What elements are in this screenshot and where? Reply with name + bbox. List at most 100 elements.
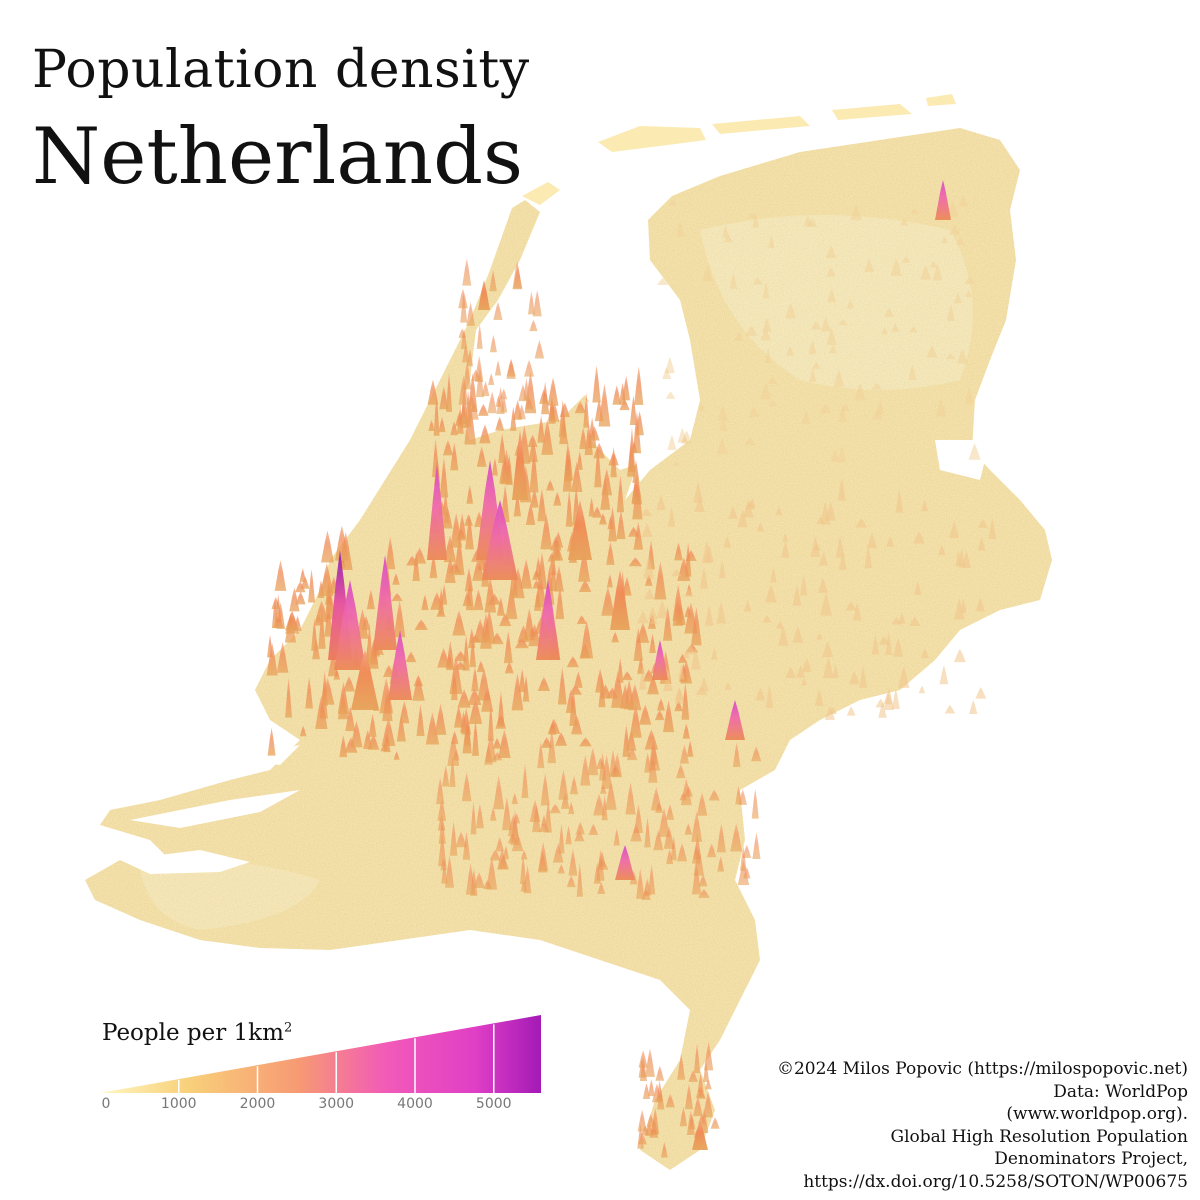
density-spike [824,705,836,720]
density-spike [638,1050,648,1068]
density-spike [642,1082,651,1099]
density-spike [801,410,811,424]
density-spike [770,567,777,583]
density-spike [867,532,878,549]
density-spike [522,674,530,702]
density-spike [762,615,772,623]
density-spike [640,508,653,517]
density-spike [487,391,497,414]
density-spike [667,434,677,450]
density-spike [672,460,680,467]
density-spike [535,574,547,608]
density-spike [529,799,541,822]
density-spike [486,856,498,890]
density-spike [647,1079,655,1097]
density-spike [737,509,748,528]
density-spike [684,823,693,835]
density-spike [605,780,617,810]
density-spike [918,685,926,694]
density-spike [891,688,900,709]
density-spike [818,577,828,593]
density-spike [832,663,839,678]
density-spike [467,688,482,706]
density-spike [544,798,552,833]
density-spike [837,446,846,463]
density-spike [655,1065,665,1081]
density-spike [537,676,551,691]
density-spike [565,825,572,845]
density-spike [639,704,652,725]
density-spike [743,866,751,879]
density-spike [653,829,664,851]
density-spike [295,591,306,605]
density-spike [630,440,638,453]
density-spike [693,1043,701,1074]
density-spike [601,468,613,496]
density-spike [965,386,974,405]
density-spike [663,672,673,691]
wadden-islands [522,94,956,205]
density-spike [491,457,498,476]
density-spike [444,854,455,888]
density-spike [541,736,553,748]
density-spike [704,544,714,563]
density-spike [682,649,690,659]
density-spike [479,424,491,444]
density-spike [396,714,406,742]
density-spike [285,677,293,718]
density-spike [565,448,574,481]
density-spike [478,280,490,310]
density-spike [816,516,825,524]
density-spike [708,789,720,801]
density-spike [596,757,605,770]
density-spike [305,676,314,709]
density-spike [810,536,821,558]
density-spike [442,765,450,787]
density-spike [469,637,477,668]
density-spike [539,388,549,404]
density-spike [642,669,655,682]
credit-line: (www.worldpop.org). [1006,1104,1188,1124]
density-spike [611,631,619,643]
density-spikes [266,180,997,1158]
density-spike [637,1109,647,1132]
density-spike [557,863,565,874]
density-spike [898,612,906,624]
density-spike [405,651,417,663]
density-spike [702,265,714,282]
density-spike [768,235,775,248]
density-spike [534,339,545,359]
density-spike [636,868,645,899]
density-spike [643,554,655,579]
density-spike [686,740,694,757]
density-spike [755,687,766,701]
density-spike [510,406,517,431]
density-spike [350,720,363,748]
density-spike [613,828,620,846]
density-spike [612,385,622,405]
density-spike [679,1106,688,1127]
density-spike [314,600,329,623]
density-spike [519,854,527,885]
density-spike [698,402,705,411]
density-spike [693,1096,703,1117]
density-spike [656,698,665,711]
density-spike [932,262,943,281]
density-spike [553,565,564,592]
density-spike [579,737,592,747]
density-spike [678,653,688,663]
density-spike [528,439,538,463]
density-spike [744,436,756,446]
density-spike [583,392,590,428]
density-spike [427,465,447,560]
density-spike [975,687,987,699]
density-spike [453,705,464,728]
density-spike [393,600,406,638]
density-spike [810,321,822,330]
density-spike [273,615,284,628]
density-spike [630,823,642,842]
density-spike [399,700,410,724]
density-spike [745,500,756,510]
density-spike [634,366,644,405]
density-spike [568,684,583,695]
